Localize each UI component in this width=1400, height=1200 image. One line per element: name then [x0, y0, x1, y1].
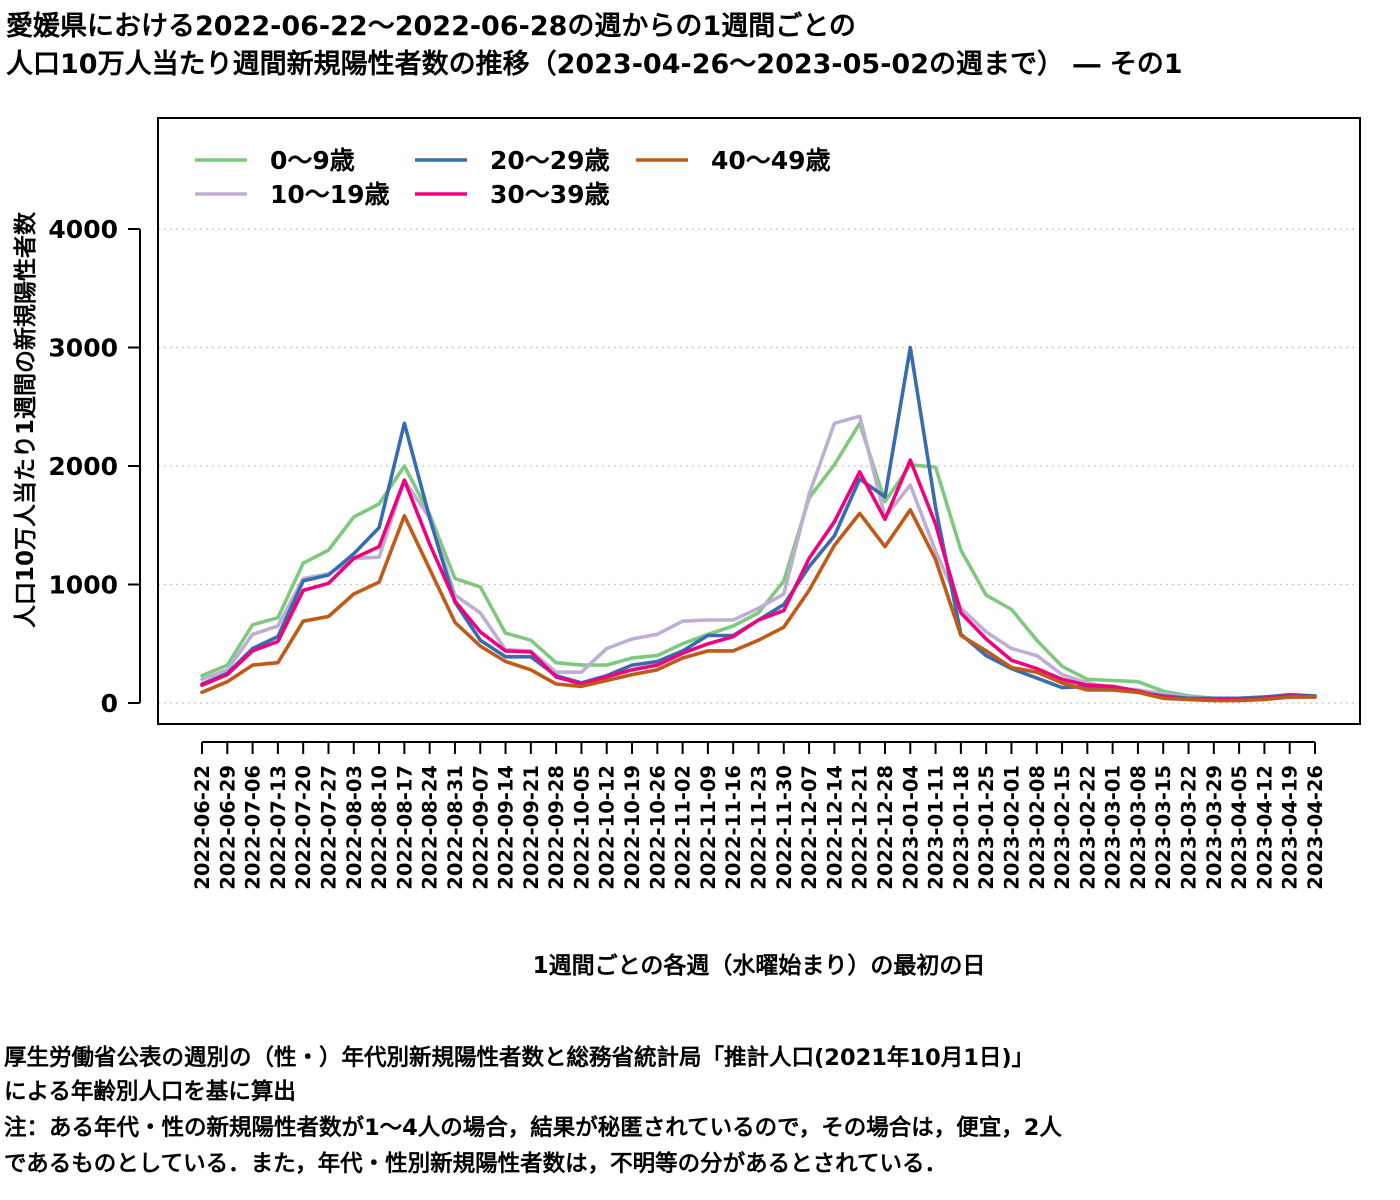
x-tick-label: 2022-11-23	[748, 765, 771, 890]
x-tick-label: 2023-01-04	[899, 765, 922, 890]
series-line	[200, 345, 1317, 701]
plot-frame	[157, 117, 1361, 725]
x-tick-label: 2023-02-15	[1051, 765, 1074, 890]
y-tick-label: 1000	[48, 571, 118, 600]
x-tick-label: 2023-01-11	[925, 765, 948, 890]
footnote-source-line1: 厚生労働省公表の週別の（性・）年代別新規陽性者数と総務省統計局「推計人口(202…	[4, 1045, 1035, 1071]
x-tick-label: 2022-06-22	[191, 765, 214, 890]
x-tick-label: 2022-07-06	[242, 765, 265, 890]
x-tick-label: 2022-08-24	[419, 765, 442, 890]
legend-label: 40〜49歳	[711, 146, 831, 175]
series-line	[200, 421, 1317, 701]
x-tick-label: 2022-12-28	[874, 765, 897, 890]
x-tick-label: 2023-03-08	[1127, 765, 1150, 890]
x-tick-label: 2023-03-01	[1102, 765, 1125, 890]
x-tick-label: 2022-11-16	[722, 765, 745, 890]
x-tick-label: 2023-04-26	[1304, 765, 1327, 890]
x-tick-label: 2022-10-05	[570, 765, 593, 890]
x-tick-label: 2022-07-13	[267, 765, 290, 890]
x-tick-label: 2023-04-19	[1279, 765, 1302, 890]
x-tick-label: 2023-04-05	[1228, 765, 1251, 890]
chart-title-line1: 愛媛県における2022-06-22〜2022-06-28の週からの1週間ごとの	[6, 11, 856, 42]
series-line	[200, 414, 1317, 701]
x-tick-label: 2022-11-02	[672, 765, 695, 890]
x-tick-label: 2023-03-22	[1178, 765, 1201, 890]
x-tick-label: 2022-09-21	[520, 765, 543, 890]
x-tick-label: 2023-02-08	[1026, 765, 1049, 890]
x-tick-label: 2022-10-19	[621, 765, 644, 890]
y-axis-title: 人口10万人当たり1週間の新規陽性者数	[12, 211, 39, 628]
x-tick-label: 2022-12-14	[823, 765, 846, 890]
y-tick-label: 0	[101, 689, 118, 718]
series-line	[200, 458, 1317, 702]
x-tick-label: 2022-07-20	[292, 765, 315, 890]
x-tick-label: 2022-09-14	[495, 765, 518, 890]
x-tick-label: 2022-08-10	[368, 765, 391, 890]
x-tick-label: 2022-10-26	[646, 765, 669, 890]
footnote-source-line2: による年齢別人口を基に算出	[4, 1079, 296, 1105]
x-tick-label: 2023-01-25	[975, 765, 998, 890]
legend-label: 30〜39歳	[490, 180, 610, 209]
footnote-note-line1: 注：ある年代・性の新規陽性者数が1〜4人の場合，結果が秘匿されているので，その場…	[4, 1115, 1062, 1141]
legend-label: 20〜29歳	[490, 146, 610, 175]
x-tick-label: 2022-08-31	[444, 765, 467, 890]
x-tick-label: 2023-02-22	[1076, 765, 1099, 890]
x-axis-title: 1週間ごとの各週（水曜始まり）の最初の日	[533, 952, 986, 979]
legend-label: 0〜9歳	[270, 146, 355, 175]
x-tick-label: 2022-12-07	[798, 765, 821, 890]
y-tick-label: 3000	[48, 334, 118, 363]
x-tick-label: 2022-09-07	[469, 765, 492, 890]
footnote-note-line2: であるものとしている．また，年代・性別新規陽性者数は，不明等の分があるとされてい…	[4, 1151, 947, 1177]
x-tick-label: 2023-03-29	[1203, 765, 1226, 890]
x-tick-label: 2022-06-29	[216, 765, 239, 890]
x-tick-label: 2023-02-01	[1000, 765, 1023, 890]
x-tick-label: 2022-09-28	[545, 765, 568, 890]
y-tick-label: 2000	[48, 452, 118, 481]
y-tick-label: 4000	[48, 215, 118, 244]
x-tick-label: 2022-08-17	[393, 765, 416, 890]
x-tick-label: 2022-07-27	[317, 765, 340, 890]
series-line	[200, 507, 1317, 703]
x-tick-label: 2023-01-18	[950, 765, 973, 890]
x-tick-label: 2023-03-15	[1152, 765, 1175, 890]
x-tick-label: 2022-08-03	[343, 765, 366, 890]
x-tick-label: 2022-10-12	[596, 765, 619, 890]
x-tick-label: 2022-11-30	[773, 765, 796, 890]
x-tick-label: 2022-11-09	[697, 765, 720, 890]
x-tick-label: 2022-12-21	[849, 765, 872, 890]
x-tick-label: 2023-04-12	[1253, 765, 1276, 890]
chart-title-line2: 人口10万人当たり週間新規陽性者数の推移（2023-04-26〜2023-05-…	[6, 49, 1183, 80]
legend-label: 10〜19歳	[270, 180, 390, 209]
